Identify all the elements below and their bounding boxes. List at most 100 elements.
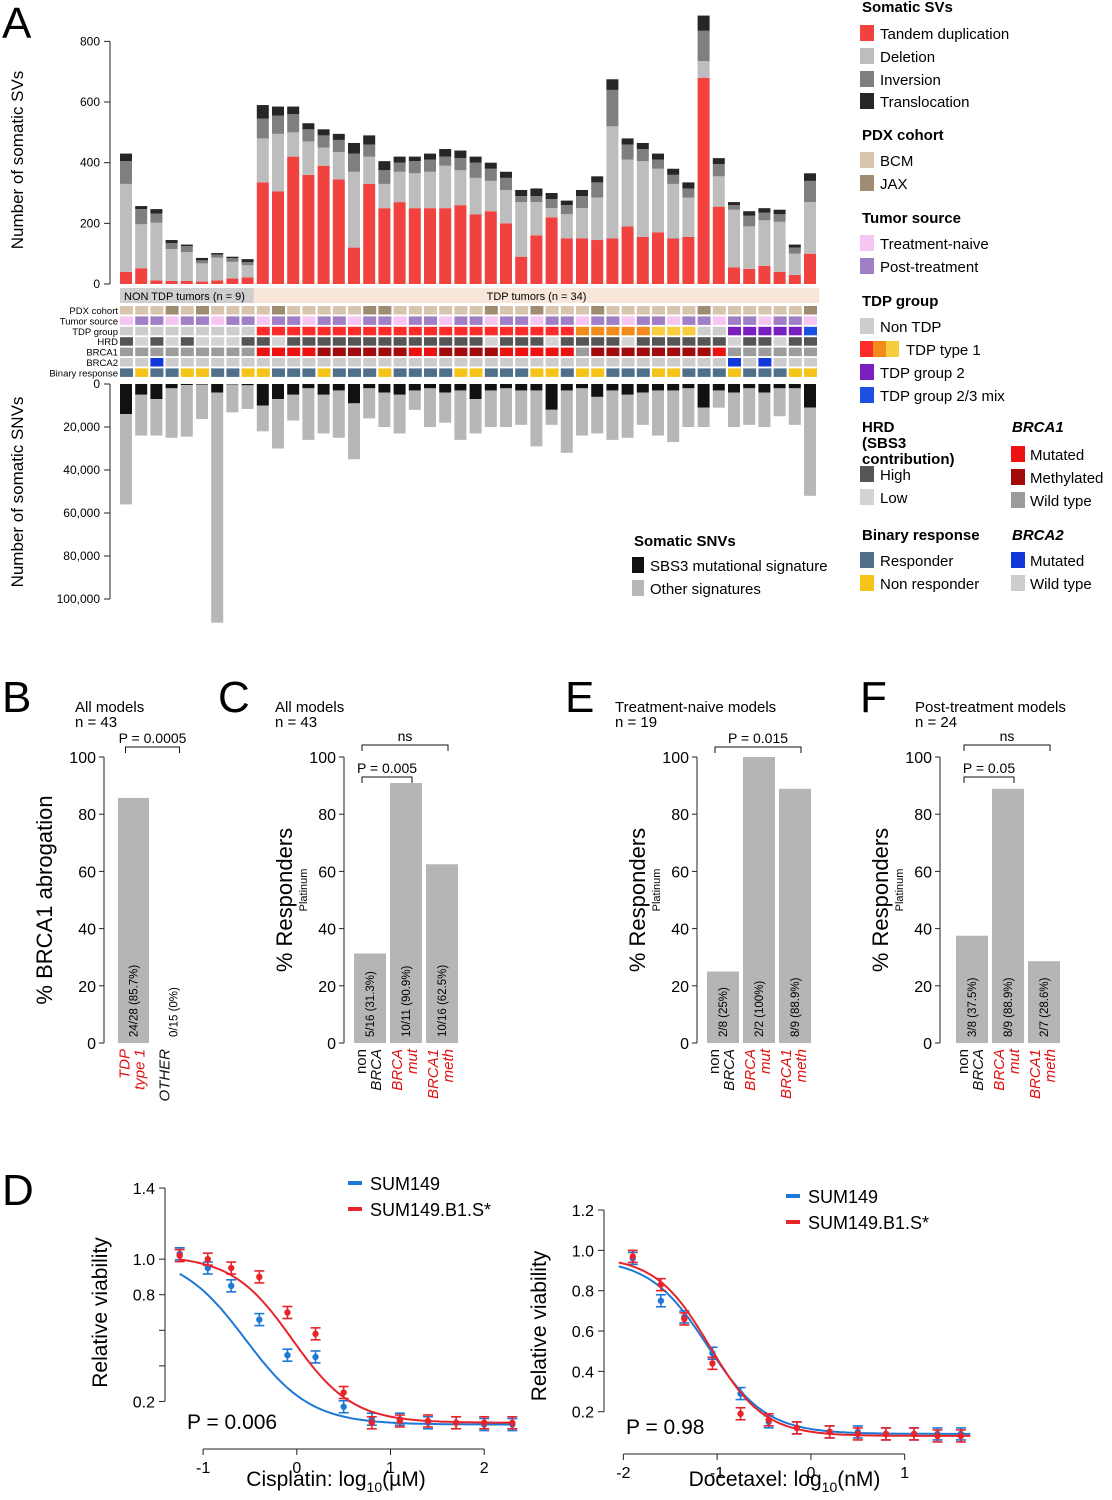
sv-bar-inversion: [180, 246, 193, 253]
legend-swatch-tdp1-c: [886, 341, 899, 357]
track-cell: [332, 368, 346, 377]
sv-bar-deletion: [500, 189, 512, 224]
sv-bar-translocation: [682, 182, 695, 189]
track-cell: [484, 347, 498, 357]
track-cell: [454, 358, 468, 367]
y-tick-label: 20: [914, 979, 932, 996]
track-cell: [500, 337, 513, 346]
track-cell: [332, 306, 346, 315]
track-cell: [606, 306, 620, 315]
track-cell: [120, 326, 133, 336]
legend-swatch-responder: [860, 552, 874, 568]
track-cell: [226, 316, 240, 325]
snv-stacked-bar-chart: 0 20,000 40,000 60,000 80,000 100,000 Number o…: [8, 377, 816, 623]
track-cell: [287, 347, 301, 357]
fit-curve-red: [618, 1261, 971, 1437]
sv-bar-deletion: [469, 177, 482, 215]
data-point: [284, 1309, 291, 1316]
sv-bar-deletion: [591, 197, 604, 241]
category-label: BRCA: [742, 1049, 759, 1091]
legend-tdp-title: TDP group: [862, 293, 938, 310]
track-cell: [226, 337, 240, 346]
legend-label-sbs3: SBS3 mutational signature: [650, 558, 828, 575]
snv-bar-other: [180, 385, 193, 437]
y-tick-label: 600: [80, 95, 100, 109]
snv-bar-sbs3: [606, 384, 619, 391]
data-point: [396, 1417, 404, 1425]
track-cell: [348, 306, 361, 315]
track-cell: [211, 358, 225, 367]
snv-bar-other: [652, 390, 664, 436]
snv-bar-sbs3: [211, 384, 224, 393]
sv-bar-translocation: [545, 193, 558, 200]
sv-bar-translocation: [697, 15, 710, 31]
legend-label-tdp1: TDP type 1: [906, 342, 981, 359]
track-cell: [500, 306, 513, 315]
track-cell: [211, 306, 225, 315]
track-cell: [363, 347, 377, 357]
data-point: [709, 1360, 716, 1367]
track-cell: [712, 306, 726, 315]
panel-letter-d: D: [2, 1166, 34, 1215]
y-tick-label: 1.0: [572, 1243, 594, 1260]
legend-label-hrd-low: Low: [880, 490, 908, 507]
bar: [354, 953, 386, 1043]
sv-bar-tandem-duplication: [256, 182, 269, 284]
track-cell: [743, 358, 757, 367]
track-cell: [256, 306, 270, 315]
legend-swatch-bcm: [860, 152, 874, 168]
track-cell: [728, 358, 741, 367]
data-point: [910, 1430, 918, 1438]
sv-bar-deletion: [378, 183, 391, 209]
track-cell: [636, 337, 650, 346]
y-axis-title: Number of somatic SNVs: [8, 397, 27, 588]
snv-bar-sbs3: [363, 384, 376, 389]
track-cell: [256, 316, 270, 325]
track-cell: [728, 316, 741, 325]
track-cell: [135, 368, 149, 377]
track-cell: [667, 347, 681, 357]
track-cell: [393, 316, 407, 325]
y-tick-label: 1.2: [572, 1203, 594, 1220]
track-cell: [636, 316, 650, 325]
track-cell: [712, 368, 726, 377]
track-cell: [606, 347, 620, 357]
sv-bar-tandem-duplication: [576, 238, 588, 284]
legend-swatch-tdp1-b: [873, 341, 886, 357]
legend-brca2-title: BRCA2: [1012, 527, 1064, 544]
track-cell: [530, 316, 544, 325]
snv-bar-sbs3: [454, 384, 467, 391]
y-tick-label: 20: [318, 979, 336, 996]
snv-bar-other: [804, 407, 816, 496]
track-cell: [484, 326, 498, 336]
sv-bar-tandem-duplication: [530, 235, 543, 284]
sv-bar-inversion: [636, 149, 649, 162]
sv-bar-tandem-duplication: [165, 280, 178, 284]
snv-bar-other: [728, 392, 740, 427]
track-cell: [241, 326, 255, 336]
sv-bar-translocation: [804, 173, 816, 181]
sv-bar-tandem-duplication: [667, 238, 680, 284]
track-cell: [728, 326, 741, 336]
snv-bar-sbs3: [241, 384, 254, 386]
data-point: [340, 1389, 347, 1396]
snv-bar-sbs3: [287, 384, 300, 395]
track-cell: [180, 316, 194, 325]
track-cell: [621, 316, 635, 325]
track-cell: [241, 316, 255, 325]
track-cell: [196, 337, 209, 346]
legend-snvs-title: Somatic SNVs: [634, 533, 736, 550]
track-cell: [530, 306, 544, 315]
category-label: BRCA: [991, 1049, 1008, 1091]
sv-bar-deletion: [621, 159, 634, 227]
sv-bar-tandem-duplication: [363, 183, 376, 284]
track-cell: [165, 326, 179, 336]
data-point: [737, 1410, 744, 1417]
sv-bar-translocation: [241, 259, 254, 263]
panel-d-docetaxel-curve: 0.2 0.4 0.6 0.8 1.0 1.2 -2 -1 0 1 Relative viabili…: [528, 1187, 971, 1495]
y-tick-label: 400: [80, 156, 100, 170]
snv-bar-other: [591, 396, 604, 434]
comparison-bracket: [125, 746, 180, 753]
legend-swatch-hrd-high: [860, 466, 874, 482]
track-cell: [454, 337, 468, 346]
